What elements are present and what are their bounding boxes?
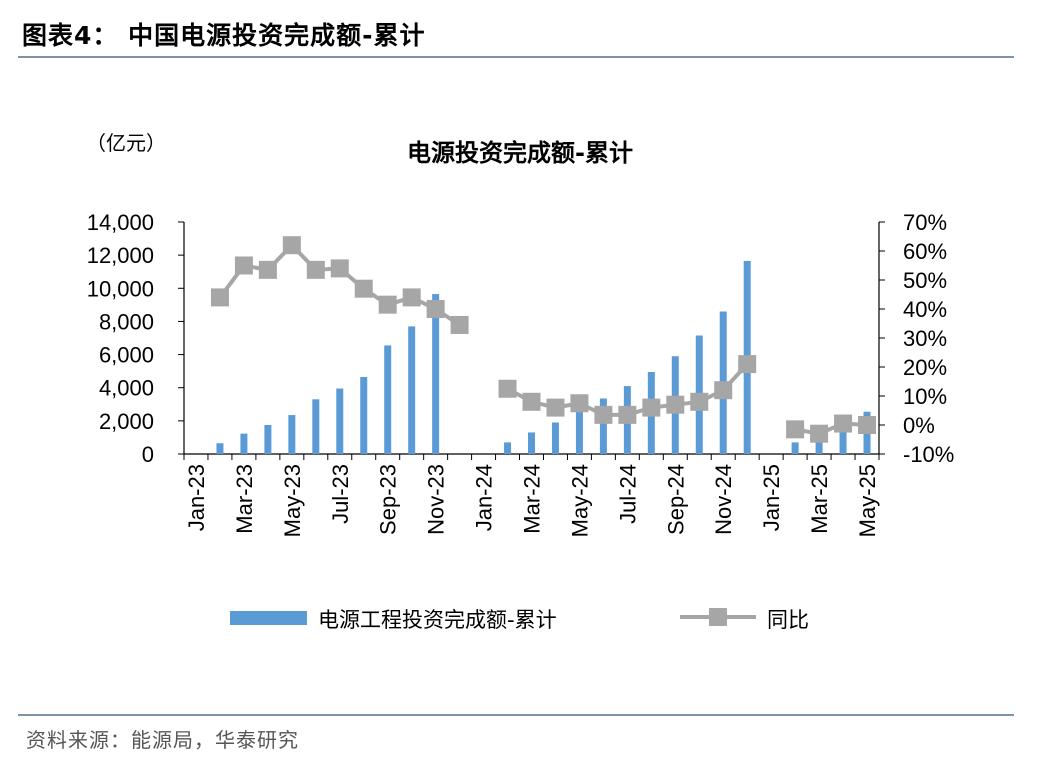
bar-Mar-24 bbox=[528, 432, 535, 454]
x-tick-label: Nov-23 bbox=[424, 464, 449, 535]
y-right-tick-label: 10% bbox=[903, 384, 947, 409]
x-tick-label: Nov-24 bbox=[711, 464, 736, 535]
x-tick-label: Sep-24 bbox=[663, 464, 688, 535]
chart-title: 电源投资完成额-累计 bbox=[407, 139, 633, 167]
x-tick-label: May-23 bbox=[280, 464, 305, 537]
yoy-point-Aug-24 bbox=[642, 398, 661, 417]
bar-Oct-23 bbox=[408, 326, 416, 454]
yoy-point-Mar-23 bbox=[234, 256, 253, 275]
yoy-line-segment bbox=[794, 421, 868, 436]
bar-Feb-24 bbox=[504, 442, 512, 454]
y-left-tick-label: 14,000 bbox=[87, 210, 154, 235]
x-tick-label: Mar-24 bbox=[520, 464, 545, 534]
bar-Feb-25 bbox=[791, 442, 799, 454]
y-right-tick-label: 70% bbox=[903, 210, 947, 235]
yoy-point-Jul-23 bbox=[330, 259, 349, 278]
y-right-tick-label: 20% bbox=[903, 355, 947, 380]
yoy-point-Nov-24 bbox=[714, 381, 733, 400]
legend: 电源工程投资完成额-累计 同比 bbox=[230, 608, 809, 632]
yoy-point-Dec-23 bbox=[450, 315, 469, 334]
figure-title: 图表4： 中国电源投资完成额-累计 bbox=[22, 21, 426, 50]
legend-label-line: 同比 bbox=[767, 608, 809, 632]
x-tick-label: Jan-25 bbox=[759, 464, 784, 531]
yoy-point-Mar-25 bbox=[810, 424, 829, 443]
yoy-point-May-23 bbox=[282, 236, 301, 255]
y-left-tick-label: 8,000 bbox=[99, 309, 154, 334]
yoy-point-Feb-24 bbox=[498, 379, 517, 398]
yoy-point-Mar-24 bbox=[522, 392, 541, 411]
bar-Sep-23 bbox=[384, 345, 392, 454]
legend-swatch-bar bbox=[230, 611, 307, 625]
yoy-point-Jun-24 bbox=[594, 405, 613, 424]
bar-Apr-25 bbox=[839, 423, 847, 454]
yoy-point-May-24 bbox=[570, 394, 589, 413]
bottom-divider bbox=[18, 714, 1014, 716]
top-divider bbox=[18, 56, 1014, 58]
x-tick-label: Jan-24 bbox=[472, 464, 497, 531]
x-tick-label: Jan-23 bbox=[184, 464, 209, 531]
bar-Apr-24 bbox=[551, 422, 559, 454]
yoy-point-Sep-24 bbox=[666, 395, 685, 414]
yoy-point-Aug-23 bbox=[354, 279, 373, 298]
bar-May-24 bbox=[575, 406, 583, 454]
y-right-tick-label: 50% bbox=[903, 268, 947, 293]
bar-Mar-23 bbox=[240, 433, 248, 454]
yoy-point-Nov-23 bbox=[426, 300, 445, 318]
y-left-tick-label: 10,000 bbox=[87, 276, 154, 301]
bar-Apr-23 bbox=[264, 425, 272, 454]
source-note: 资料来源：能源局，华泰研究 bbox=[26, 728, 299, 752]
x-tick-label: Mar-25 bbox=[807, 464, 832, 534]
yoy-point-Oct-23 bbox=[402, 288, 421, 307]
x-tick-label: Jul-23 bbox=[328, 464, 353, 524]
y-right-tick-label: 0% bbox=[903, 413, 935, 438]
plot-area: 0 2,000 4,000 6,000 8,000 10,000 12,000 14,000 -… bbox=[87, 210, 955, 537]
bar-Jul-23 bbox=[336, 388, 344, 454]
bar-Feb-23 bbox=[216, 443, 224, 454]
y-left-tick-label: 6,000 bbox=[99, 343, 154, 368]
legend-label-bar: 电源工程投资完成额-累计 bbox=[318, 608, 557, 632]
yoy-point-Oct-24 bbox=[690, 392, 709, 411]
y-right-tick-label: 30% bbox=[903, 326, 947, 351]
yoy-point-Apr-25 bbox=[834, 414, 853, 433]
bar-May-23 bbox=[288, 415, 296, 454]
yoy-point-Jun-23 bbox=[306, 260, 325, 279]
yoy-point-Apr-24 bbox=[546, 398, 565, 417]
bar-Nov-23 bbox=[432, 294, 440, 454]
yoy-point-Apr-23 bbox=[258, 260, 277, 279]
legend-swatch-marker bbox=[709, 608, 727, 626]
y-right-tick-label: 40% bbox=[903, 297, 947, 322]
bar-Jun-24 bbox=[599, 398, 607, 454]
x-tick-label: Jul-24 bbox=[615, 464, 640, 524]
y-left-unit-label: （亿元） bbox=[86, 131, 166, 155]
yoy-point-Sep-23 bbox=[378, 295, 397, 314]
yoy-point-Jul-24 bbox=[618, 405, 637, 424]
bar-Mar-25 bbox=[815, 433, 823, 454]
yoy-line-segment bbox=[218, 243, 461, 327]
y-left-tick-label: 12,000 bbox=[87, 243, 154, 268]
x-tick-label: Sep-23 bbox=[376, 464, 401, 535]
yoy-point-Feb-25 bbox=[786, 420, 805, 439]
yoy-point-Feb-23 bbox=[210, 288, 229, 307]
y-left-tick-label: 0 bbox=[142, 442, 154, 467]
bar-Jun-23 bbox=[312, 399, 320, 454]
yoy-point-Dec-24 bbox=[738, 355, 757, 374]
x-tick-label: Mar-23 bbox=[232, 464, 257, 534]
y-left-tick-label: 4,000 bbox=[99, 376, 154, 401]
y-left-tick-label: 2,000 bbox=[99, 409, 154, 434]
x-tick-label: May-25 bbox=[855, 464, 880, 537]
y-right-tick-label: -10% bbox=[903, 442, 954, 467]
x-tick-label: May-24 bbox=[567, 464, 592, 537]
yoy-point-May-25 bbox=[858, 416, 877, 434]
y-right-tick-label: 60% bbox=[903, 239, 947, 264]
bar-Aug-23 bbox=[360, 376, 368, 454]
